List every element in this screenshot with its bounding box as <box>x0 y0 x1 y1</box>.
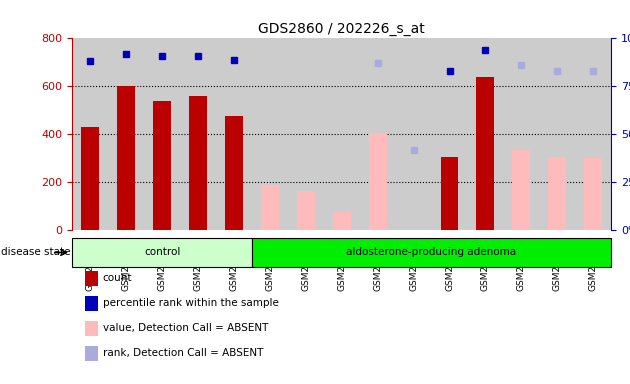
Text: value, Detection Call = ABSENT: value, Detection Call = ABSENT <box>103 323 268 333</box>
Bar <box>297 191 315 230</box>
Text: percentile rank within the sample: percentile rank within the sample <box>103 298 278 308</box>
Bar <box>333 212 351 230</box>
Bar <box>512 150 530 230</box>
Bar <box>189 96 207 230</box>
Bar <box>369 133 387 230</box>
Text: aldosterone-producing adenoma: aldosterone-producing adenoma <box>346 247 517 258</box>
Bar <box>252 238 611 267</box>
Text: count: count <box>103 273 132 283</box>
Bar <box>261 185 279 230</box>
Text: disease state: disease state <box>1 247 71 258</box>
Bar <box>81 127 100 230</box>
Title: GDS2860 / 202226_s_at: GDS2860 / 202226_s_at <box>258 22 425 36</box>
Bar <box>476 77 495 230</box>
Bar <box>117 86 135 230</box>
Bar <box>225 116 243 230</box>
Bar <box>440 157 459 230</box>
Bar <box>72 238 252 267</box>
Text: rank, Detection Call = ABSENT: rank, Detection Call = ABSENT <box>103 348 263 358</box>
Bar <box>548 157 566 230</box>
Bar <box>584 158 602 230</box>
Bar <box>153 101 171 230</box>
Text: control: control <box>144 247 180 258</box>
